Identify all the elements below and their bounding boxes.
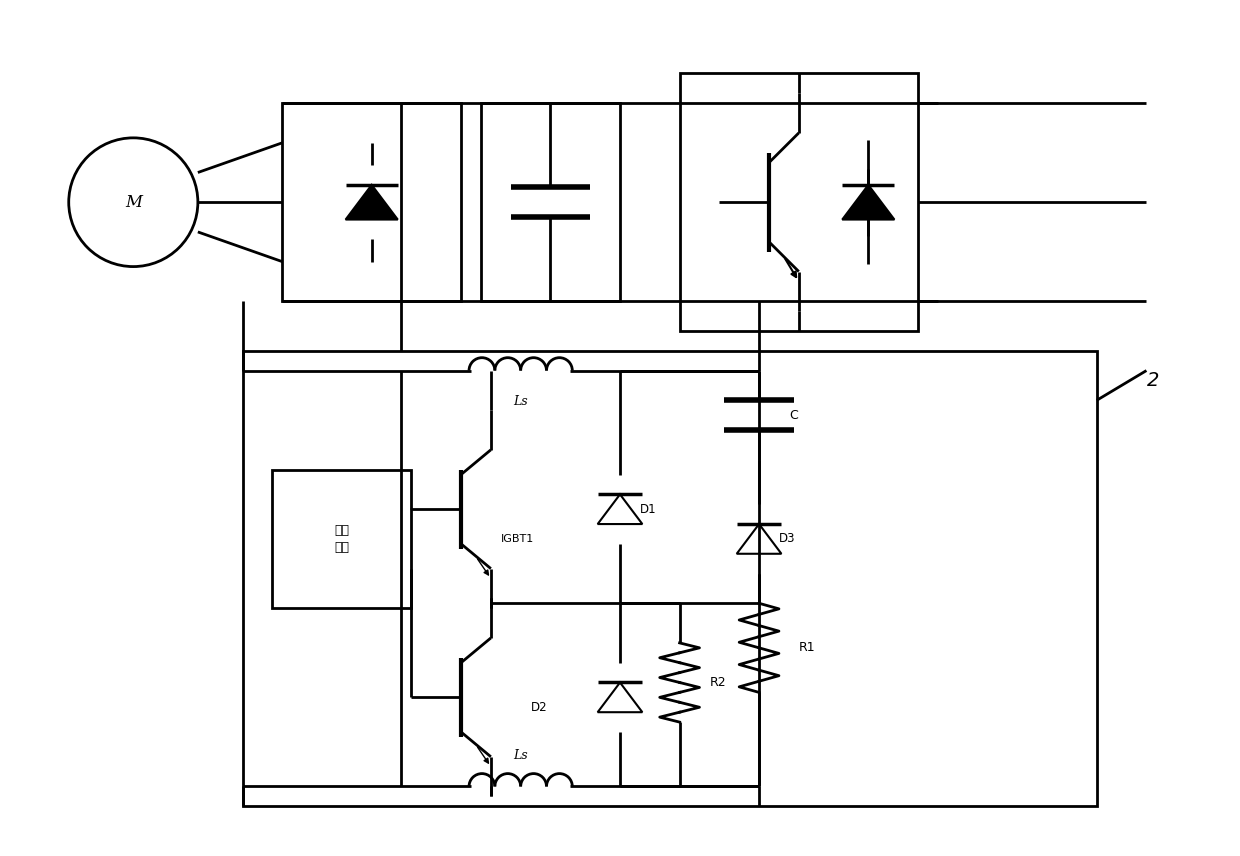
Polygon shape — [598, 682, 642, 712]
Text: 驱动
信号: 驱动 信号 — [335, 524, 350, 554]
Text: Ls: Ls — [513, 749, 528, 762]
Bar — [243, 351, 1096, 806]
Circle shape — [68, 138, 198, 266]
Text: IGBT1: IGBT1 — [501, 534, 534, 544]
Polygon shape — [598, 495, 642, 524]
Polygon shape — [737, 524, 781, 554]
Text: D1: D1 — [640, 502, 656, 515]
Text: D3: D3 — [779, 532, 795, 545]
Bar — [680, 74, 918, 331]
Text: 2: 2 — [1147, 371, 1159, 390]
Text: Ls: Ls — [513, 395, 528, 408]
Bar — [283, 104, 461, 301]
Bar — [481, 104, 620, 301]
Polygon shape — [842, 185, 894, 219]
Polygon shape — [346, 185, 398, 219]
Text: M: M — [125, 193, 141, 211]
Text: R2: R2 — [709, 676, 727, 689]
Text: D2: D2 — [531, 701, 547, 714]
Text: R1: R1 — [799, 641, 816, 654]
Text: C: C — [789, 408, 797, 422]
Bar — [273, 470, 412, 609]
